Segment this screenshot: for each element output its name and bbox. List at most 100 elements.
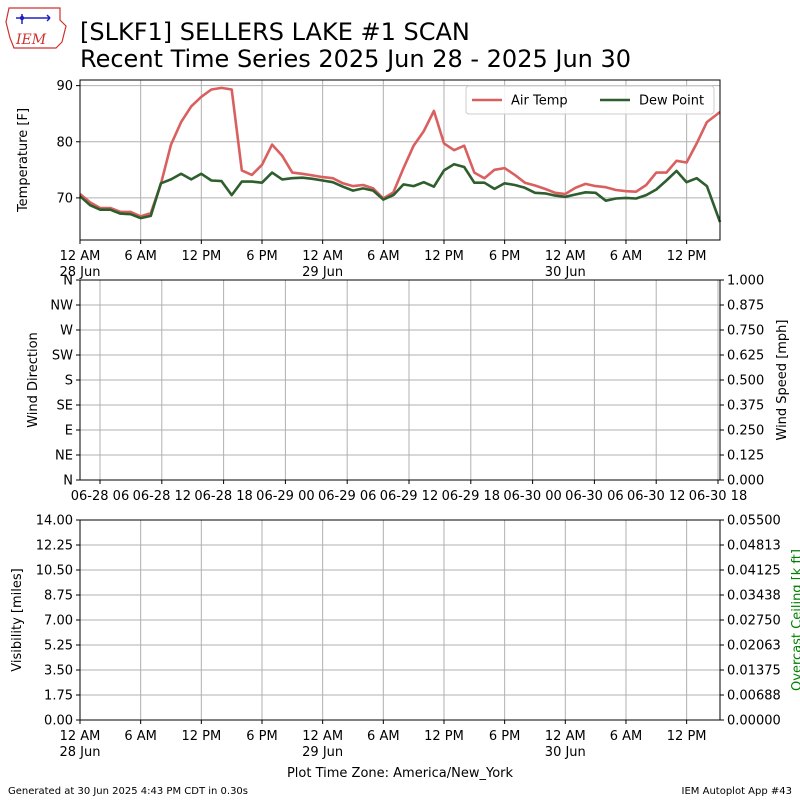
wind-direction-tick-label: N <box>63 474 73 489</box>
visibility-xtick-date: 30 Jun <box>545 745 586 760</box>
temperature-ytick-label: 80 <box>56 135 73 150</box>
wind-speed-tick-label: 0.500 <box>727 374 764 389</box>
ceiling-tick-label: 0.01375 <box>727 664 781 679</box>
visibility-tick-label: 12.25 <box>36 539 73 554</box>
visibility-axis-label: Visibility [miles] <box>10 568 25 671</box>
wind-xtick-label: 06-30 06 <box>565 489 623 504</box>
wind-panel: N 0.000 NE 0.125 E 0.250 SE 0.375 S 0.500 SW 0.625 W… <box>26 274 790 505</box>
wind-direction-tick-label: E <box>65 424 73 439</box>
wind-speed-tick-label: 0.875 <box>727 299 764 314</box>
temperature-xtick-label: 6 AM <box>124 249 157 264</box>
iem-logo: IEM <box>5 7 67 49</box>
chart-title: [SLKF1] SELLERS LAKE #1 SCAN <box>80 18 470 46</box>
temperature-xtick-date: 30 Jun <box>545 265 586 280</box>
ceiling-tick-label: 0.05500 <box>727 514 781 529</box>
wind-xtick-label: 06-28 18 <box>194 489 252 504</box>
wind-direction-tick-label: NW <box>50 299 73 314</box>
visibility-tick-label: 1.75 <box>44 689 73 704</box>
temperature-xtick-label: 6 AM <box>610 249 643 264</box>
temperature-axes-frame <box>79 79 721 241</box>
wind-direction-tick-label: S <box>65 374 73 389</box>
wind-speed-tick-label: 0.375 <box>727 399 764 414</box>
visibility-xtick-label: 12 PM <box>667 729 707 744</box>
ceiling-tick-label: 0.02063 <box>727 639 781 654</box>
visibility-xtick-label: 6 AM <box>367 729 400 744</box>
visibility-xtick-label: 6 AM <box>124 729 157 744</box>
legend-box <box>465 85 715 115</box>
ceiling-tick-label: 0.00688 <box>727 689 781 704</box>
visibility-xtick-label: 12 PM <box>181 729 221 744</box>
visibility-tick-label: 8.75 <box>44 589 73 604</box>
temperature-legend: Air Temp Dew Point <box>465 85 715 115</box>
app-note: IEM Autoplot App #43 <box>682 786 792 797</box>
temperature-xtick-label: 12 PM <box>181 249 221 264</box>
ceiling-tick-label: 0.04125 <box>727 564 781 579</box>
visibility-xtick-label: 12 AM <box>545 729 586 744</box>
temperature-xtick-label: 12 AM <box>60 249 101 264</box>
air-temp-series-line <box>79 86 721 218</box>
visibility-tick-label: 0.00 <box>44 714 73 729</box>
wind-direction-tick-label: N <box>63 274 73 289</box>
wind-direction-axis-label: Wind Direction <box>26 332 41 428</box>
wind-xtick-label: 06-30 18 <box>689 489 747 504</box>
temperature-xtick-label: 12 PM <box>424 249 464 264</box>
visibility-tick-label: 3.50 <box>44 664 73 679</box>
wind-speed-tick-label: 0.625 <box>727 349 764 364</box>
visibility-tick-label: 14.00 <box>36 514 73 529</box>
visibility-xtick-label: 12 AM <box>60 729 101 744</box>
generated-note: Generated at 30 Jun 2025 4:43 PM CDT in … <box>8 786 248 797</box>
wind-xtick-label: 06-30 12 <box>627 489 685 504</box>
visibility-xtick-label: 6 AM <box>610 729 643 744</box>
ceiling-tick-label: 0.04813 <box>727 539 781 554</box>
wind-speed-tick-label: 0.750 <box>727 324 764 339</box>
temperature-xtick-label: 6 PM <box>489 249 520 264</box>
visibility-xtick-label: 12 PM <box>424 729 464 744</box>
wind-xtick-label: 06-29 00 <box>256 489 314 504</box>
visibility-panel: 0.00 0.00000 1.75 0.00688 3.50 0.01375 5.25 0.0… <box>10 514 800 761</box>
temperature-xtick-date: 28 Jun <box>60 265 101 280</box>
ceiling-tick-label: 0.02750 <box>727 614 781 629</box>
temperature-xtick-label: 12 PM <box>667 249 707 264</box>
temperature-xtick-label: 12 AM <box>545 249 586 264</box>
ceiling-tick-label: 0.03438 <box>727 589 781 604</box>
wind-direction-tick-label: SE <box>57 399 73 414</box>
legend-label-air-temp: Air Temp <box>511 94 568 109</box>
legend-label-dew-point: Dew Point <box>639 94 704 109</box>
wind-direction-tick-label: SW <box>52 349 73 364</box>
logo-text: IEM <box>15 32 47 48</box>
temperature-xtick-label: 12 AM <box>302 249 343 264</box>
temperature-xtick-label: 6 PM <box>246 249 277 264</box>
wind-direction-tick-label: NE <box>55 449 73 464</box>
wind-direction-tick-label: W <box>60 324 73 339</box>
visibility-tick-label: 10.50 <box>36 564 73 579</box>
visibility-xtick-label: 6 PM <box>489 729 520 744</box>
wind-speed-tick-label: 0.250 <box>727 424 764 439</box>
dew-point-series-line <box>79 162 722 223</box>
temperature-ytick-label: 70 <box>56 191 73 206</box>
wind-xtick-label: 06-29 12 <box>380 489 438 504</box>
visibility-xtick-date: 29 Jun <box>302 745 343 760</box>
wind-speed-tick-label: 1.000 <box>727 274 764 289</box>
visibility-tick-label: 7.00 <box>44 614 73 629</box>
wind-xtick-label: 06-30 00 <box>503 489 561 504</box>
ceiling-axis-label: Overcast Ceiling [k ft] <box>790 549 800 691</box>
visibility-xtick-date: 28 Jun <box>60 745 101 760</box>
wind-xtick-label: 06-28 12 <box>133 489 191 504</box>
visibility-tick-label: 5.25 <box>44 639 73 654</box>
temperature-ytick-label: 90 <box>56 79 73 94</box>
visibility-xtick-label: 6 PM <box>246 729 277 744</box>
wind-speed-tick-label: 0.000 <box>727 474 764 489</box>
ceiling-tick-label: 0.00000 <box>727 714 781 729</box>
timezone-label: Plot Time Zone: America/New_York <box>287 766 514 781</box>
visibility-xtick-label: 12 AM <box>302 729 343 744</box>
wind-speed-axis-label: Wind Speed [mph] <box>775 320 790 441</box>
wind-xtick-label: 06-28 06 <box>71 489 129 504</box>
wind-xtick-label: 06-29 06 <box>318 489 376 504</box>
wind-speed-tick-label: 0.125 <box>727 449 764 464</box>
wind-xtick-label: 06-29 18 <box>442 489 500 504</box>
chart-subtitle: Recent Time Series 2025 Jun 28 - 2025 Ju… <box>80 45 631 73</box>
temperature-axis-label: Temperature [F] <box>16 108 31 213</box>
temperature-xtick-label: 6 AM <box>367 249 400 264</box>
